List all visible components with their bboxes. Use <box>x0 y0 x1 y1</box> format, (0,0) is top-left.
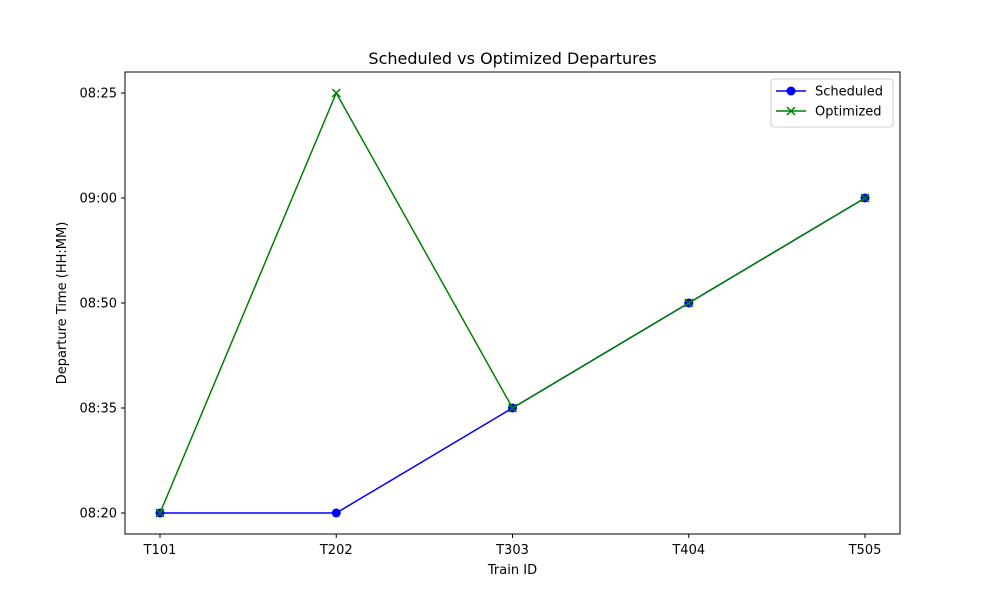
x-tick-label: T505 <box>848 543 882 558</box>
point-optimized <box>860 193 870 203</box>
chart-title: Scheduled vs Optimized Departures <box>368 49 656 68</box>
x-axis: T101 T202 T303 T404 T505 <box>143 534 882 558</box>
legend: Scheduled Optimized <box>770 78 894 128</box>
legend-label-scheduled: Scheduled <box>815 85 883 100</box>
y-tick-label: 08:50 <box>80 297 117 312</box>
y-axis: 08:20 08:35 08:50 09:00 08:25 <box>80 87 125 522</box>
x-tick-label: T404 <box>671 543 705 558</box>
y-tick-label: 09:00 <box>80 192 117 207</box>
x-tick-label: T202 <box>319 543 353 558</box>
point-optimized <box>331 88 341 98</box>
series-optimized <box>155 88 870 518</box>
point-optimized <box>155 508 165 518</box>
y-tick-label: 08:35 <box>80 402 117 417</box>
x-tick-label: T101 <box>143 543 177 558</box>
legend-marker-optimized <box>786 106 796 116</box>
point-optimized <box>507 403 518 413</box>
series-layer <box>155 88 870 518</box>
x-axis-label: Train ID <box>487 563 537 578</box>
legend-label-optimized: Optimized <box>815 105 882 120</box>
point-scheduled <box>331 508 341 518</box>
y-tick-label: 08:20 <box>80 507 117 522</box>
y-axis-label: Departure Time (HH:MM) <box>55 222 70 385</box>
x-tick-label: T303 <box>495 543 529 558</box>
legend-marker-scheduled <box>786 86 796 96</box>
point-optimized <box>684 298 694 308</box>
y-tick-label: 08:25 <box>80 87 117 102</box>
